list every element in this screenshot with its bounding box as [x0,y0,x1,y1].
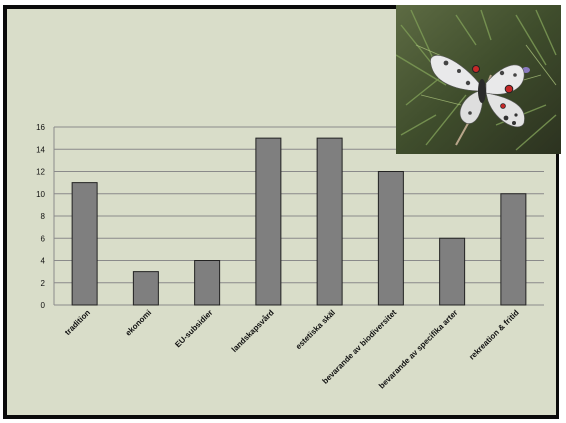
y-tick-label: 2 [41,279,46,288]
bars [71,137,527,306]
x-tick-label: ekonomi [124,308,154,338]
x-tick-label: estetiska skäl [294,308,337,351]
bar [255,137,282,306]
y-tick-label: 10 [36,190,45,199]
y-tick-label: 8 [41,212,46,221]
y-tick-label: 4 [41,257,46,266]
x-axis-tick-labels: tradition ekonomi EU-subsidier landskapsvår… [63,308,521,391]
y-tick-label: 16 [36,123,45,132]
x-tick-label: landskapsvård [230,308,276,354]
bar [377,171,404,306]
bar [500,193,527,306]
y-tick-label: 14 [36,145,45,154]
x-tick-label: EU-subsidier [173,308,214,349]
bar [316,137,343,306]
bar [132,271,159,306]
y-tick-label: 6 [41,234,46,243]
butterfly-photo [396,5,561,154]
bar [194,260,221,306]
x-tick-label: rekreation & fritid [467,308,521,362]
y-tick-label: 12 [36,168,45,177]
bar [71,182,98,306]
y-tick-label: 0 [41,301,46,310]
bar [439,237,466,306]
y-axis-tick-labels: 0 2 4 6 8 10 12 14 16 [36,123,45,310]
x-tick-label: tradition [63,308,92,337]
